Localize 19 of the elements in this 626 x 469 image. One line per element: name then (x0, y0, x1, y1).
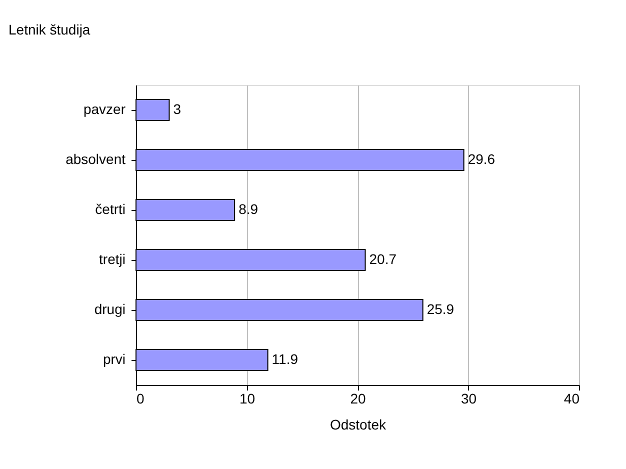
x-axis-title: Odstotek (330, 416, 388, 432)
x-tick-label: 20 (350, 390, 366, 406)
y-tick-label: pavzer (83, 101, 126, 117)
y-axis-title: Letnik študija (8, 22, 90, 38)
data-label: 11.9 (272, 351, 298, 367)
y-tick-label: tretji (99, 251, 126, 267)
data-label: 29.6 (468, 151, 496, 167)
y-tick-label: četrti (95, 201, 126, 217)
x-tick-label: 0 (136, 390, 144, 406)
data-label: 25.9 (426, 301, 454, 317)
data-label: 3 (173, 101, 182, 117)
x-tick-label: 40 (564, 390, 580, 406)
x-tick-label: 10 (239, 390, 256, 406)
data-label: 8.9 (238, 201, 258, 217)
x-tick-label: 30 (460, 390, 477, 406)
data-label: 20.7 (369, 251, 397, 267)
y-tick-label: prvi (102, 351, 126, 367)
y-tick-label: absolvent (66, 151, 126, 167)
y-tick-label: drugi (94, 301, 126, 317)
